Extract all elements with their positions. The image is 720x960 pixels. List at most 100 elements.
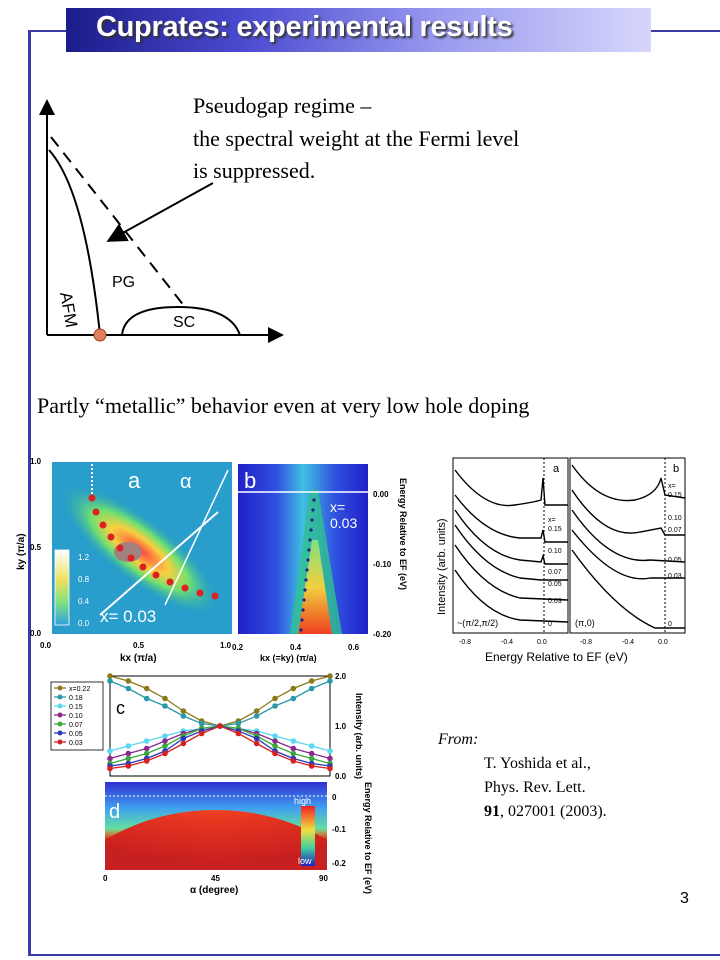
- panel-a-ylabel: ky (π/a): [16, 533, 27, 570]
- citation-volume: 91: [484, 803, 500, 820]
- series-1-point-5: [198, 720, 205, 727]
- legend-label-4: 0.07: [69, 722, 83, 729]
- series-1-point-12: [327, 678, 333, 684]
- series-1-point-7: [235, 720, 242, 727]
- series-1-point-1: [125, 685, 132, 692]
- series-3-point-10: [290, 745, 297, 752]
- edc-b-d2: 0.07: [668, 527, 682, 534]
- legend-swatch-0: [57, 685, 63, 691]
- pseudogap-crossover: [50, 136, 186, 308]
- series-1-point-0: [107, 678, 113, 684]
- series-6-point-7: [235, 730, 242, 737]
- legend-swatch-1: [57, 694, 63, 700]
- series-6-point-9: [272, 750, 278, 757]
- pseudogap-line-1: Pseudogap regime –: [193, 93, 372, 118]
- series-4-point-9: [272, 743, 278, 749]
- series-6-point-0: [107, 765, 113, 772]
- arpes-map-panel-a: 1.2 0.8 0.4 0.0 a α x= 0.03 0.0 0.5 1.0 …: [16, 457, 232, 650]
- series-6-point-12: [327, 765, 333, 772]
- legend-label-2: 0.15: [69, 704, 83, 711]
- series-1-point-3: [162, 703, 168, 709]
- panel-b-xtick-0: 0.2: [232, 643, 244, 652]
- series-line-2: [109, 725, 331, 752]
- citation-rest: , 027001 (2003).: [500, 803, 607, 820]
- edc-panel-b-label: b: [673, 463, 679, 475]
- legend-label-6: 0.03: [69, 740, 83, 747]
- edc-xtick-b0: -0.8: [580, 639, 592, 646]
- series-2-point-9: [272, 733, 278, 739]
- sc-label: SC: [173, 314, 195, 331]
- series-line-1: [109, 680, 331, 727]
- frame-bottom-border: [28, 954, 720, 956]
- phase-diagram: AFM PG SC: [39, 99, 284, 343]
- panel-b-ylabel: Energy Relative to EF (eV): [398, 478, 408, 590]
- edc-a-d2: 0.07: [548, 569, 562, 576]
- legend-swatch-6: [57, 739, 63, 745]
- panel-b-ytick-0: 0.00: [373, 490, 389, 499]
- pseudogap-line-2: the spectral weight at the Fermi level: [193, 126, 520, 151]
- panel-b-ytick-2: -0.20: [373, 630, 392, 639]
- edc-b-d5: 0: [668, 621, 672, 628]
- series-0-point-8: [253, 708, 260, 714]
- edc-curves-a: [454, 469, 569, 623]
- edc-b-d4: 0.03: [668, 573, 682, 580]
- arpes-map-panel-b: b x= 0.03 0.00 -0.10 -0.20 Energy Relati…: [232, 464, 408, 652]
- series-6-point-2: [143, 758, 150, 764]
- panel-d-label: d: [109, 801, 120, 823]
- citation-authors: T. Yoshida et al.,: [484, 755, 591, 772]
- panel-d-low: low: [298, 856, 312, 866]
- edc-a-d0: 0.15: [548, 526, 562, 533]
- panel-a-label: a: [128, 468, 141, 493]
- series-4-point-1: [125, 755, 132, 762]
- panel-b-xtick-2: 0.6: [348, 643, 360, 652]
- panel-c-label: c: [116, 698, 125, 718]
- series-2-point-2: [143, 738, 150, 744]
- series-line-0: [109, 675, 331, 727]
- page-number: 3: [680, 890, 689, 907]
- panel-b-xtick-1: 0.4: [290, 643, 302, 652]
- afm-label: AFM: [56, 290, 81, 329]
- edc-a-d3: 0.05: [548, 581, 562, 588]
- series-6-point-6: [217, 723, 223, 729]
- citation-ref: 91, 027001 (2003).: [484, 803, 607, 821]
- panel-d-ylabel: Energy Relative to EF (eV): [363, 782, 373, 894]
- series-3-point-11: [308, 750, 315, 757]
- series-3-point-12: [327, 755, 333, 762]
- series-2-point-1: [125, 743, 132, 749]
- panel-b-doping-value: 0.03: [330, 515, 357, 531]
- series-line-6: [109, 725, 331, 770]
- title-bar: Cuprates: experimental results: [66, 8, 651, 52]
- panel-c-ylabel: Intensity (arb. units): [354, 693, 364, 779]
- series-6-point-10: [290, 758, 297, 764]
- edc-curves-b: [571, 464, 686, 629]
- series-5-point-8: [253, 735, 260, 742]
- sc-dome: [121, 305, 241, 336]
- series-2-point-3: [162, 733, 168, 739]
- series-2-point-11: [308, 743, 315, 749]
- edc-panel-a-label: a: [553, 463, 560, 475]
- edc-xtick-a0: -0.8: [459, 639, 471, 646]
- citation-from: From:: [438, 731, 479, 748]
- panel-a-ytick-2: 1.0: [30, 457, 42, 466]
- panel-b-xlabel: kx (=ky) (π/a): [260, 653, 317, 663]
- series-2-point-0: [107, 748, 113, 754]
- series-0-point-3: [162, 695, 168, 702]
- series-0-point-0: [107, 673, 113, 679]
- series-0-point-1: [125, 678, 132, 684]
- panel-a-ytick-1: 0.5: [30, 543, 42, 552]
- series-6-point-1: [125, 763, 132, 769]
- panel-d-xtick-2: 90: [319, 874, 328, 883]
- series-3-point-9: [272, 738, 278, 744]
- panel-c-ytick-0: 0.0: [335, 772, 347, 781]
- edc-a-d4: 0.03: [548, 598, 562, 605]
- series-3-point-3: [162, 738, 168, 744]
- panel-c-chart: x=0.22 0.18 0.15 0.10 0.07 0.05 0.03 c 0.0 1.0 2.0…: [50, 672, 364, 781]
- series-0-point-4: [180, 708, 187, 714]
- citation-journal: Phys. Rev. Lett.: [484, 779, 586, 796]
- subtitle-text: Partly “metallic” behavior even at very …: [37, 393, 530, 418]
- panel-b-ytick-1: -0.10: [373, 560, 392, 569]
- series-1-point-8: [253, 713, 260, 719]
- series-0-point-11: [308, 678, 315, 684]
- edc-spectra: a b x= 0.15 0.10 0.07 0.05 0.03 0 x= 0.1…: [436, 457, 686, 664]
- panel-d-xlabel: α (degree): [190, 885, 238, 895]
